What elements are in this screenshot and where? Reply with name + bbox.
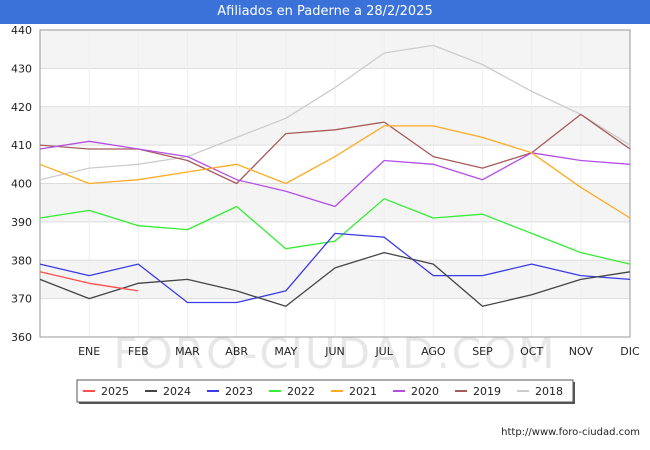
series-line-2023 (39, 232, 631, 304)
series-line-2025 (39, 271, 139, 292)
series-line-2022 (39, 198, 631, 265)
series-line-2018 (39, 44, 631, 181)
series-line-2021 (39, 125, 631, 219)
x-tick-label: DIC (620, 345, 640, 358)
series-lines (39, 44, 631, 307)
x-tick-label: NOV (569, 345, 594, 358)
plot-frame (39, 29, 631, 338)
legend-box (76, 379, 574, 403)
x-tick-label: MAY (274, 345, 297, 358)
x-tick-label: JUN (324, 345, 345, 358)
legend-label-2023: 2023 (225, 385, 253, 398)
y-tick-label: 380 (11, 254, 32, 267)
y-tick-label: 440 (11, 24, 32, 37)
y-axis-ticks: 360 370 380 390 400 410 420 430 440 (11, 24, 32, 344)
legend-label-2019: 2019 (473, 385, 501, 398)
y-tick-label: 420 (11, 101, 32, 114)
y-tick-label: 400 (11, 178, 32, 191)
x-tick-label: SEP (472, 345, 493, 358)
y-tick-label: 370 (11, 293, 32, 306)
x-tick-label: OCT (520, 345, 543, 358)
legend-label-2024: 2024 (163, 385, 191, 398)
y-tick-label: 390 (11, 216, 32, 229)
x-tick-label: ABR (225, 345, 248, 358)
x-tick-label: MAR (175, 345, 200, 358)
legend-label-2025: 2025 (101, 385, 129, 398)
legend-label-2018: 2018 (535, 385, 563, 398)
x-tick-label: AGO (421, 345, 446, 358)
x-tick-label: ENE (78, 345, 100, 358)
source-credit: http://www.foro-ciudad.com (501, 427, 640, 438)
legend-label-2021: 2021 (349, 385, 377, 398)
legend-label-2022: 2022 (287, 385, 315, 398)
legend: 2025 2024 2023 2022 2021 2020 2019 2018 (76, 379, 575, 404)
y-tick-label: 410 (11, 139, 32, 152)
y-tick-label: 430 (11, 62, 32, 75)
x-tick-label: FEB (128, 345, 149, 358)
legend-label-2020: 2020 (411, 385, 439, 398)
chart-title: Afiliados en Paderne a 28/2/2025 (0, 0, 650, 24)
series-line-2024 (39, 251, 631, 307)
x-axis-ticks: ENE FEB MAR ABR MAY JUN JUL AGO SEP OCT NOV DIC (78, 345, 640, 358)
y-tick-label: 360 (11, 331, 32, 344)
x-tick-label: JUL (374, 345, 393, 358)
